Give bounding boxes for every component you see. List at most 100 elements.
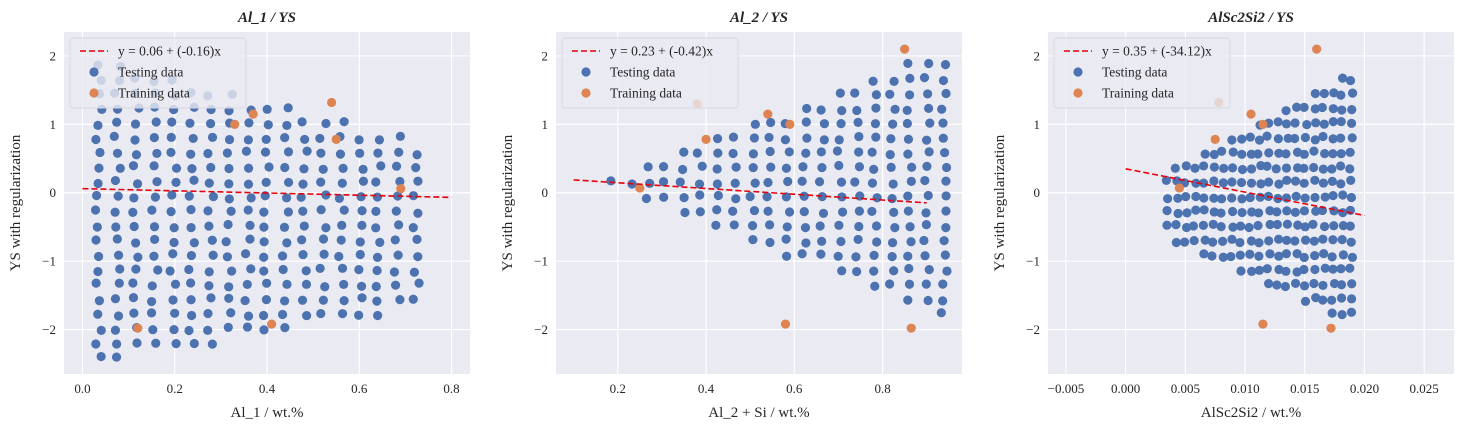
testing-data-point: [243, 311, 254, 321]
testing-data-point: [112, 234, 122, 244]
y-tick-label: −2: [534, 322, 548, 337]
testing-data-point: [1281, 249, 1291, 259]
testing-data-point: [1282, 235, 1292, 245]
testing-data-point: [763, 206, 773, 216]
testing-data-point: [1281, 163, 1292, 173]
testing-data-point: [357, 293, 367, 303]
testing-data-point: [166, 132, 176, 143]
testing-data-point: [132, 338, 142, 348]
testing-data-point: [748, 149, 758, 159]
testing-data-point: [801, 148, 811, 158]
testing-data-point: [695, 190, 705, 200]
testing-data-point: [1299, 149, 1309, 159]
testing-data-point: [204, 221, 214, 231]
training-data-point: [248, 109, 258, 119]
testing-data-point: [745, 191, 755, 202]
testing-data-point: [1254, 238, 1264, 248]
legend-testing-swatch: [1073, 67, 1083, 77]
x-axis-label: Al_2 + Si / wt.%: [708, 405, 809, 421]
training-data-point: [780, 319, 791, 329]
testing-data-point: [1309, 236, 1319, 246]
testing-data-point: [130, 135, 140, 145]
testing-data-point: [728, 148, 738, 159]
testing-data-point: [1328, 149, 1338, 159]
x-tick-label: 0.4: [698, 381, 715, 396]
testing-data-point: [904, 279, 915, 289]
testing-data-point: [277, 251, 288, 261]
testing-data-point: [889, 207, 899, 217]
testing-data-point: [147, 296, 157, 307]
testing-data-point: [223, 219, 233, 230]
testing-data-point: [149, 234, 160, 245]
training-data-point: [396, 184, 406, 194]
testing-data-point: [149, 132, 159, 143]
legend-training-swatch: [1073, 88, 1083, 98]
testing-data-point: [371, 223, 381, 233]
testing-data-point: [749, 133, 759, 143]
testing-data-point: [148, 325, 158, 335]
testing-data-point: [1347, 279, 1357, 289]
testing-data-point: [339, 295, 349, 306]
testing-data-point: [372, 252, 383, 262]
testing-data-point: [852, 266, 862, 277]
testing-data-point: [298, 206, 308, 216]
x-tick-label: 0.025: [1410, 381, 1439, 396]
testing-data-point: [1299, 281, 1310, 291]
training-data-point: [1312, 44, 1322, 54]
testing-data-point: [316, 205, 326, 215]
testing-data-point: [356, 281, 367, 291]
testing-data-point: [695, 207, 705, 217]
testing-data-point: [1181, 222, 1192, 233]
testing-data-point: [887, 194, 897, 204]
training-data-point: [1246, 109, 1256, 119]
testing-data-point: [259, 237, 269, 247]
testing-data-point: [318, 164, 328, 174]
testing-data-point: [1310, 135, 1320, 145]
testing-data-point: [728, 206, 738, 216]
testing-data-point: [184, 191, 194, 201]
testing-data-point: [1200, 235, 1210, 245]
y-tick-label: 2: [542, 48, 549, 63]
testing-data-point: [919, 73, 930, 83]
testing-data-point: [923, 89, 933, 99]
testing-data-point: [96, 325, 106, 336]
testing-data-point: [261, 295, 272, 305]
testing-data-point: [1199, 178, 1209, 188]
testing-data-point: [799, 191, 809, 201]
testing-data-point: [246, 193, 256, 203]
testing-data-point: [1264, 236, 1274, 246]
testing-data-point: [941, 176, 951, 186]
testing-data-point: [1262, 264, 1272, 274]
testing-data-point: [1272, 219, 1282, 230]
testing-data-point: [869, 250, 879, 260]
testing-data-point: [902, 105, 912, 115]
testing-data-point: [1208, 219, 1218, 229]
testing-data-point: [641, 193, 652, 204]
testing-data-point: [853, 117, 863, 128]
testing-data-point: [781, 251, 792, 261]
testing-data-point: [186, 204, 196, 215]
testing-data-point: [246, 264, 256, 274]
testing-data-point: [903, 58, 913, 69]
testing-data-point: [818, 208, 829, 218]
testing-data-point: [1191, 178, 1201, 188]
testing-data-point: [338, 163, 348, 173]
testing-data-point: [1302, 120, 1312, 130]
testing-data-point: [242, 322, 253, 332]
testing-data-point: [282, 238, 292, 248]
testing-data-point: [1254, 135, 1265, 145]
testing-data-point: [712, 164, 722, 174]
testing-data-point: [784, 207, 795, 217]
testing-data-point: [169, 223, 179, 233]
testing-data-point: [94, 296, 104, 306]
testing-data-point: [1336, 179, 1346, 189]
testing-data-point: [1281, 119, 1292, 129]
testing-data-point: [924, 103, 934, 113]
testing-data-point: [371, 206, 381, 216]
testing-data-point: [1328, 134, 1338, 144]
testing-data-point: [240, 249, 251, 259]
testing-data-point: [1318, 280, 1328, 291]
testing-data-point: [1217, 194, 1227, 204]
testing-data-point: [890, 104, 900, 114]
testing-data-point: [924, 147, 934, 157]
